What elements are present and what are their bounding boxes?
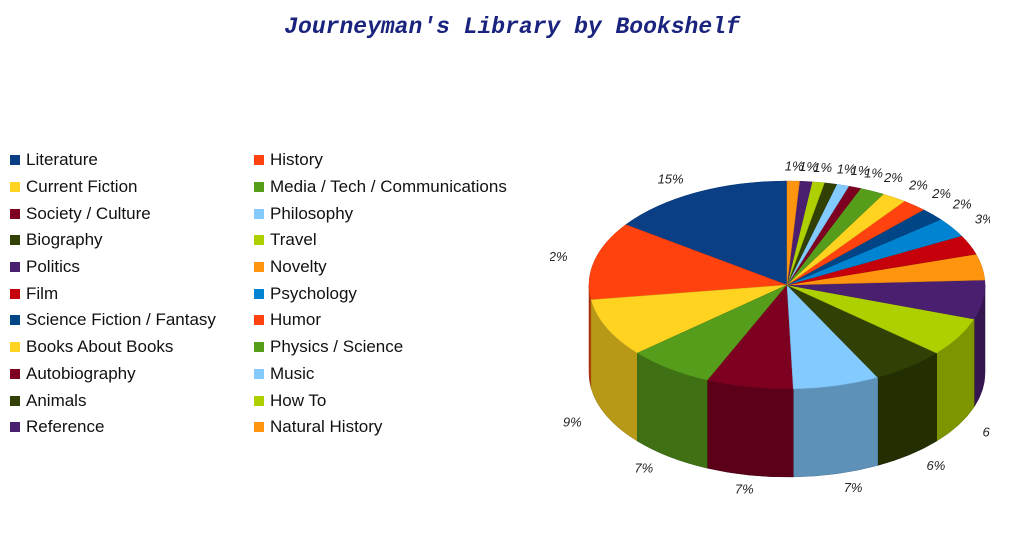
legend-swatch — [254, 208, 264, 219]
slice-side-philosophy — [793, 377, 878, 478]
legend-swatch — [10, 315, 20, 326]
legend-label: Physics / Science — [270, 337, 404, 357]
legend-item-animals: Animals — [10, 387, 254, 414]
legend-label: Novelty — [270, 257, 327, 277]
legend-item-film: Film — [10, 280, 254, 307]
data-label-travel: 6% — [983, 424, 991, 439]
legend-label: Humor — [270, 310, 322, 330]
legend-swatch — [10, 422, 20, 433]
legend: Literature History Current Fiction Media / … — [10, 147, 550, 441]
legend-label: Science Fiction / Fantasy — [26, 310, 216, 330]
data-label-reference: 1% — [799, 159, 818, 174]
data-label-history: 12% — [550, 249, 568, 264]
data-label-current-fiction: 9% — [563, 414, 582, 429]
legend-swatch — [254, 342, 264, 353]
pie-sides — [588, 284, 986, 478]
legend-item-humor: Humor — [254, 307, 544, 334]
legend-swatch — [254, 182, 264, 193]
legend-label: Biography — [26, 230, 103, 250]
legend-label: Politics — [26, 257, 80, 277]
slice-natural-history — [786, 180, 800, 286]
legend-label: Autobiography — [26, 363, 136, 383]
legend-item-biography: Biography — [10, 227, 254, 254]
legend-item-history: History — [254, 147, 544, 174]
legend-label: History — [270, 150, 323, 170]
pie-chart: 15%12%9%7%7%7%6%6%6%4%3%3%2%2%2%2%1%1%1%… — [550, 159, 990, 497]
legend-swatch — [254, 368, 264, 379]
data-label-media-tech-communications: 7% — [634, 461, 653, 476]
chart-title: Journeyman's Library by Bookshelf — [284, 14, 740, 40]
legend-item-psychology: Psychology — [254, 280, 544, 307]
legend-label: Philosophy — [270, 203, 354, 223]
pie-labels: 15%12%9%7%7%7%6%6%6%4%3%3%2%2%2%2%1%1%1%… — [550, 159, 990, 497]
slice-current-fiction — [590, 284, 788, 354]
legend-label: Society / Culture — [26, 203, 151, 223]
legend-swatch — [254, 262, 264, 273]
legend-label: Travel — [270, 230, 317, 250]
legend-item-autobiography: Autobiography — [10, 361, 254, 388]
legend-label: Film — [26, 283, 59, 303]
legend-label: Psychology — [270, 283, 357, 303]
legend-item-media-tech-communications: Media / Tech / Communications — [254, 174, 544, 201]
legend-label: Books About Books — [26, 337, 174, 357]
legend-swatch — [254, 422, 264, 433]
legend-item-reference: Reference — [10, 414, 254, 441]
legend-swatch — [10, 235, 20, 246]
legend-label: Animals — [26, 390, 87, 410]
legend-item-travel: Travel — [254, 227, 544, 254]
data-label-physics-science: 2% — [883, 170, 903, 185]
legend-label: Music — [270, 363, 315, 383]
slice-side-society-culture — [707, 379, 794, 478]
data-label-humor: 2% — [931, 186, 951, 201]
legend-swatch — [10, 208, 20, 219]
legend-swatch — [10, 395, 20, 406]
data-label-animals: 1% — [837, 161, 856, 176]
legend-swatch — [254, 395, 264, 406]
legend-swatch — [10, 155, 20, 166]
data-label-how-to: 1% — [813, 160, 832, 175]
data-label-books-about-books: 2% — [908, 177, 928, 192]
data-label-natural-history: 1% — [785, 159, 804, 174]
legend-swatch — [10, 368, 20, 379]
legend-item-music: Music — [254, 361, 544, 388]
data-label-society-culture: 7% — [735, 481, 754, 496]
legend-swatch — [254, 235, 264, 246]
legend-swatch — [254, 315, 264, 326]
legend-label: Reference — [26, 417, 105, 437]
legend-item-natural-history: Natural History — [254, 414, 544, 441]
legend-item-how-to: How To — [254, 387, 544, 414]
legend-item-science-fiction-fantasy: Science Fiction / Fantasy — [10, 307, 254, 334]
legend-swatch — [10, 288, 20, 299]
data-label-autobiography: 1% — [864, 166, 883, 181]
data-label-philosophy: 7% — [844, 480, 863, 495]
legend-label: Literature — [26, 150, 98, 170]
legend-item-physics-science: Physics / Science — [254, 334, 544, 361]
legend-label: Natural History — [270, 417, 383, 437]
legend-item-literature: Literature — [10, 147, 254, 174]
pie-top — [588, 180, 986, 390]
legend-item-philosophy: Philosophy — [254, 200, 544, 227]
legend-swatch — [254, 155, 264, 166]
slice-literature — [625, 180, 788, 286]
legend-item-books-about-books: Books About Books — [10, 334, 254, 361]
legend-label: How To — [270, 390, 327, 410]
slice-history — [588, 224, 788, 301]
data-label-literature: 15% — [658, 172, 684, 187]
legend-label: Media / Tech / Communications — [270, 177, 507, 197]
legend-item-society-culture: Society / Culture — [10, 200, 254, 227]
data-label-biography: 6% — [927, 458, 946, 473]
data-label-psychology: 3% — [975, 211, 990, 226]
legend-item-politics: Politics — [10, 254, 254, 281]
data-label-music: 1% — [851, 163, 870, 178]
legend-swatch — [10, 262, 20, 273]
legend-swatch — [10, 342, 20, 353]
data-label-science-fiction-fantasy: 2% — [952, 197, 972, 212]
slice-side-history — [588, 284, 592, 388]
legend-item-current-fiction: Current Fiction — [10, 174, 254, 201]
legend-swatch — [10, 182, 20, 193]
legend-item-novelty: Novelty — [254, 254, 544, 281]
legend-label: Current Fiction — [26, 177, 138, 197]
legend-swatch — [254, 288, 264, 299]
